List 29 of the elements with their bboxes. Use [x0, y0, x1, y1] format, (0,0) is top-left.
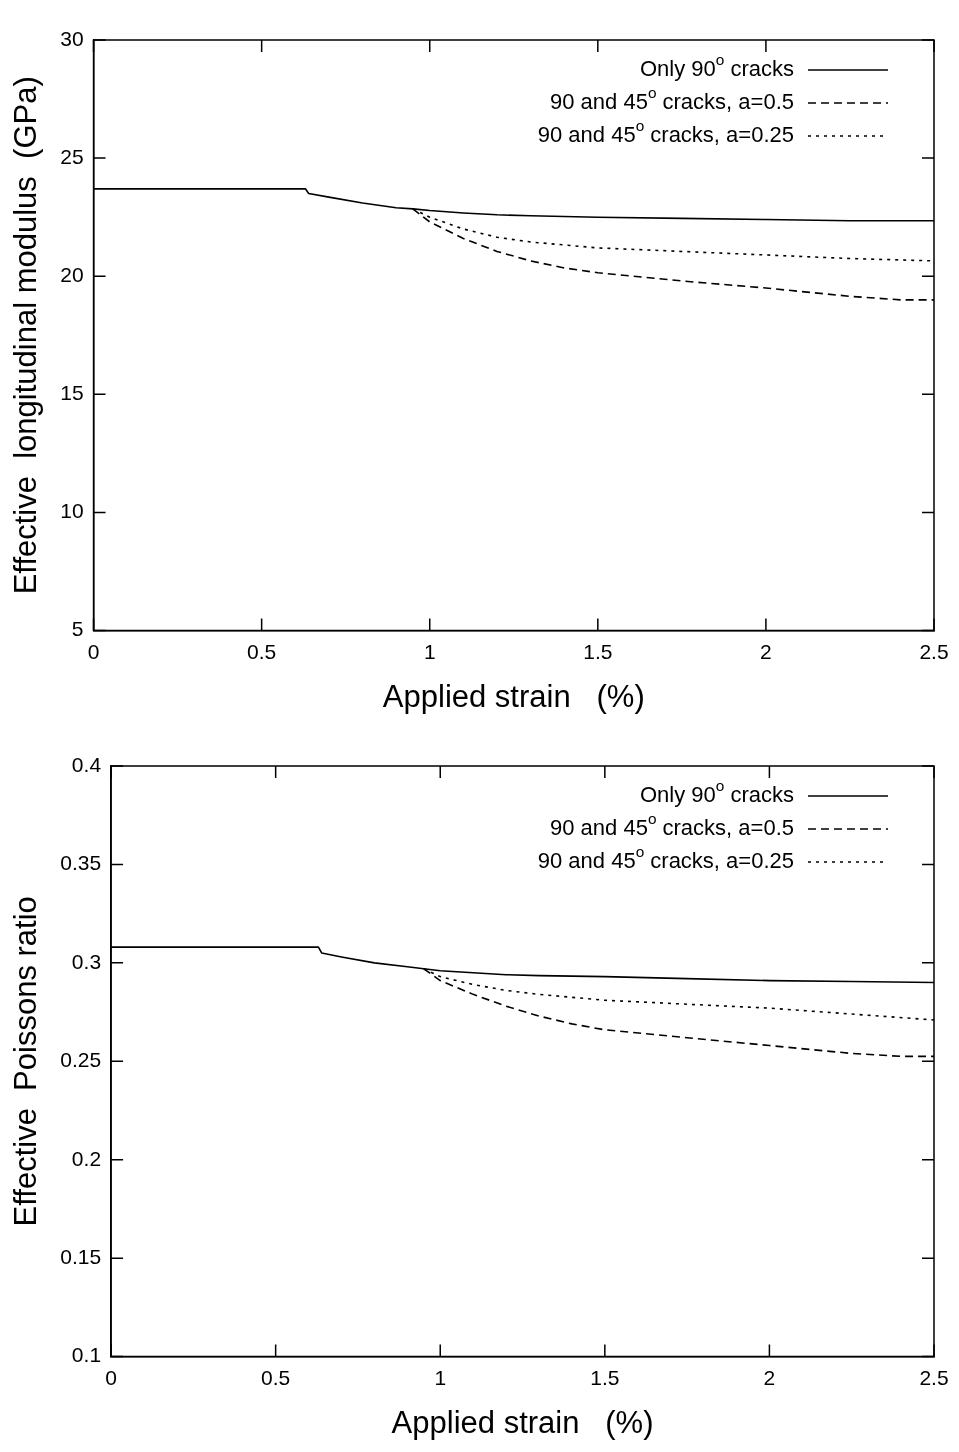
x-tick-label: 1.5 — [590, 1366, 620, 1389]
y-tick-label: 15 — [60, 381, 84, 405]
x-axis-title: Applied strain (%) — [391, 1404, 654, 1440]
x-tick-label: 0 — [87, 640, 100, 663]
y-tick-label: 0.1 — [71, 1343, 102, 1367]
y-tick-label: 0.3 — [71, 949, 102, 973]
y-tick-label: 25 — [60, 144, 84, 168]
x-tick-label: 0.5 — [261, 1366, 291, 1389]
y-axis-title: Effective Poissons ratio — [8, 896, 44, 1227]
x-tick-label: 0.5 — [247, 640, 277, 663]
x-axis-title: Applied strain (%) — [382, 678, 645, 714]
y-tick-label: 10 — [60, 499, 84, 523]
y-axis-title: Effective longitudinal modulus (GPa) — [8, 76, 44, 595]
y-tick-label: 0.4 — [71, 752, 102, 776]
x-tick-label: 1 — [434, 1366, 447, 1389]
y-tick-label: 20 — [60, 263, 84, 287]
y-tick-label: 30 — [60, 26, 84, 50]
x-tick-label: 2.5 — [919, 1366, 949, 1389]
y-tick-label: 0.15 — [60, 1244, 102, 1268]
x-tick-label: 0 — [105, 1366, 117, 1389]
y-tick-label: 5 — [71, 617, 84, 641]
x-tick-label: 1 — [423, 640, 436, 663]
y-tick-label: 0.2 — [71, 1146, 102, 1170]
x-tick-label: 2 — [760, 640, 772, 663]
x-tick-label: 2.5 — [919, 640, 949, 663]
x-tick-label: 1.5 — [583, 640, 613, 663]
x-tick-label: 2 — [763, 1366, 776, 1389]
y-tick-label: 0.35 — [60, 851, 102, 875]
y-tick-label: 0.25 — [60, 1048, 102, 1072]
